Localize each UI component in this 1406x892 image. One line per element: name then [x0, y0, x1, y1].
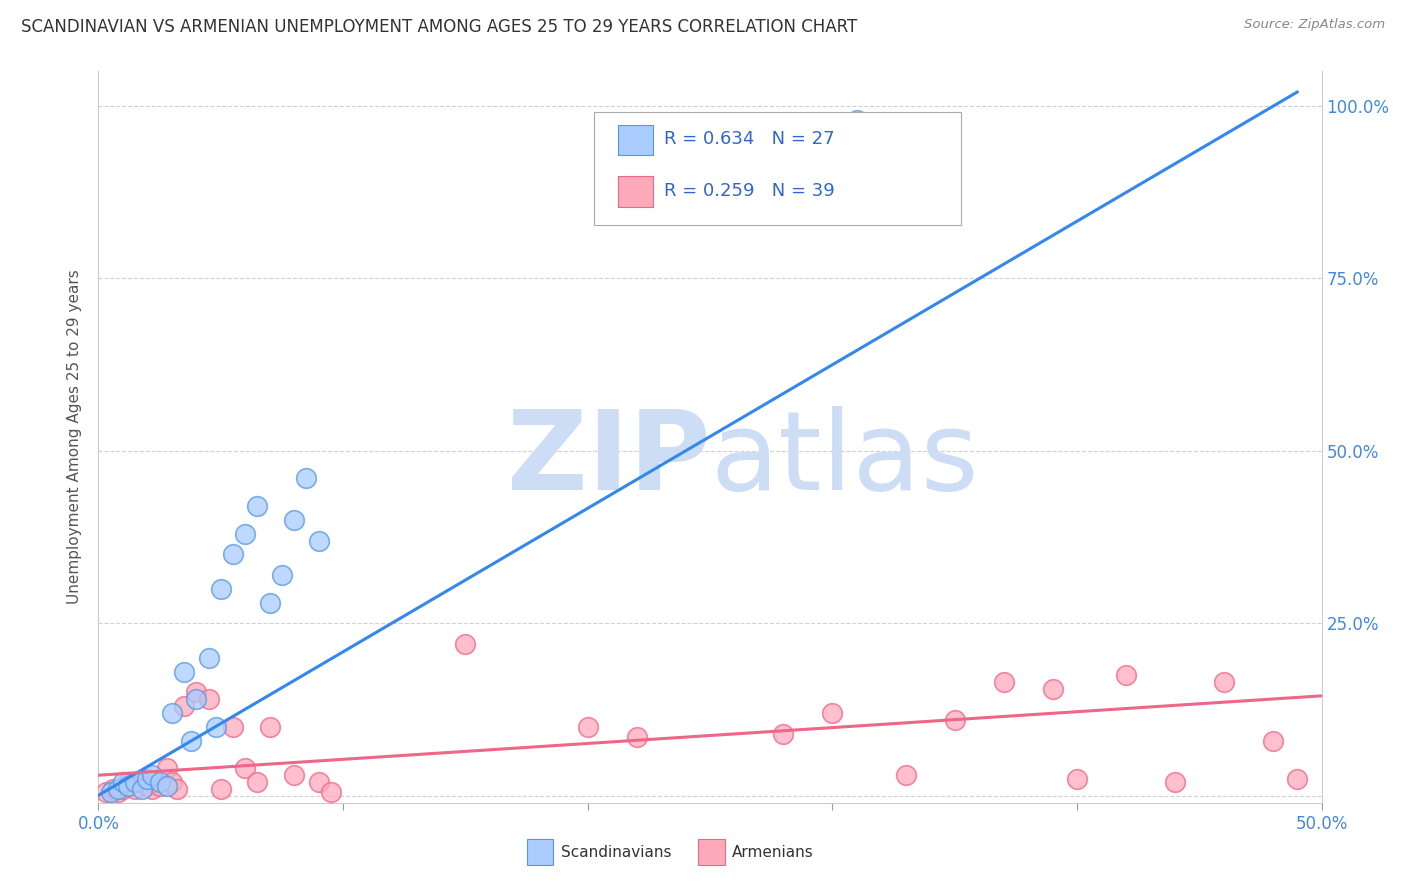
Text: SCANDINAVIAN VS ARMENIAN UNEMPLOYMENT AMONG AGES 25 TO 29 YEARS CORRELATION CHAR: SCANDINAVIAN VS ARMENIAN UNEMPLOYMENT AM…: [21, 18, 858, 36]
Point: [141, 782, 163, 797]
Point: [772, 727, 794, 741]
Point: [101, 782, 124, 797]
Point: [319, 785, 342, 799]
Point: [894, 768, 917, 782]
Point: [136, 779, 159, 793]
Point: [308, 533, 330, 548]
Point: [111, 775, 134, 789]
Point: [870, 120, 893, 134]
Point: [845, 112, 868, 127]
Y-axis label: Unemployment Among Ages 25 to 29 years: Unemployment Among Ages 25 to 29 years: [67, 269, 83, 605]
Bar: [619, 125, 652, 155]
Point: [1261, 733, 1284, 747]
Point: [117, 775, 139, 789]
Point: [454, 637, 477, 651]
Point: [136, 772, 159, 786]
Point: [1286, 772, 1309, 786]
Point: [197, 651, 219, 665]
Point: [209, 582, 232, 596]
Point: [124, 782, 146, 797]
Point: [993, 675, 1015, 690]
Bar: [697, 839, 724, 865]
Point: [124, 775, 146, 789]
Point: [160, 706, 183, 720]
Point: [283, 768, 305, 782]
Point: [626, 731, 648, 745]
Point: [295, 471, 318, 485]
Point: [131, 782, 153, 797]
Point: [209, 782, 232, 797]
Point: [107, 785, 129, 799]
Text: ZIP: ZIP: [506, 406, 710, 513]
Point: [111, 782, 134, 797]
Point: [156, 779, 179, 793]
Bar: [526, 839, 554, 865]
Point: [222, 720, 245, 734]
Text: Armenians: Armenians: [733, 845, 814, 860]
Point: [246, 775, 269, 789]
Point: [160, 775, 183, 789]
Point: [246, 499, 269, 513]
Point: [173, 665, 195, 679]
Point: [197, 692, 219, 706]
Point: [149, 779, 172, 793]
Point: [1115, 668, 1137, 682]
Point: [141, 768, 163, 782]
Text: Source: ZipAtlas.com: Source: ZipAtlas.com: [1244, 18, 1385, 31]
Point: [270, 568, 294, 582]
Point: [94, 785, 117, 799]
Point: [576, 720, 599, 734]
Point: [100, 785, 122, 799]
Point: [222, 548, 245, 562]
Point: [180, 733, 202, 747]
Point: [1164, 775, 1187, 789]
Text: atlas: atlas: [710, 406, 979, 513]
Point: [233, 761, 256, 775]
Text: R = 0.634   N = 27: R = 0.634 N = 27: [664, 129, 834, 148]
Point: [186, 685, 208, 699]
Point: [1066, 772, 1088, 786]
Point: [233, 526, 256, 541]
Point: [943, 713, 966, 727]
Point: [166, 782, 188, 797]
Point: [131, 775, 153, 789]
Point: [283, 513, 305, 527]
Point: [173, 699, 195, 714]
FancyBboxPatch shape: [593, 112, 960, 225]
Point: [259, 596, 281, 610]
Text: Scandinavians: Scandinavians: [561, 845, 671, 860]
Point: [205, 720, 228, 734]
Bar: [619, 176, 652, 207]
Point: [156, 761, 179, 775]
Text: R = 0.259   N = 39: R = 0.259 N = 39: [664, 182, 834, 200]
Point: [1042, 681, 1064, 696]
Point: [821, 706, 844, 720]
Point: [117, 779, 139, 793]
Point: [149, 775, 172, 789]
Point: [186, 692, 208, 706]
Point: [259, 720, 281, 734]
Point: [308, 775, 330, 789]
Point: [1212, 675, 1234, 690]
Point: [107, 782, 129, 797]
